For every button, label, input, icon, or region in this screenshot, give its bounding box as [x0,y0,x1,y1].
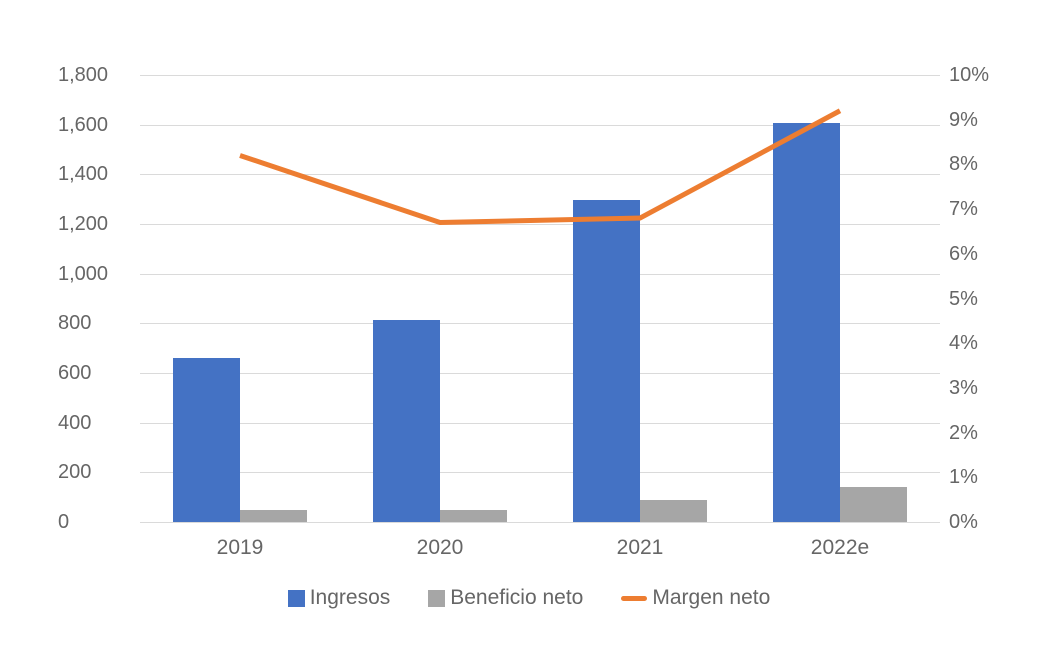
right-axis-tick-label: 0% [949,511,978,533]
legend-item-margen-neto: Margen neto [621,586,770,610]
left-axis-tick-label: 1,600 [58,113,109,136]
right-axis-tick-label: 7% [949,198,978,221]
legend-label-beneficio-neto: Beneficio neto [450,586,584,609]
bar-beneficio-neto-2022e [840,487,907,522]
gridline [140,323,940,325]
left-axis-tick-label: 800 [58,312,92,335]
right-axis-tick-label: 8% [949,153,978,176]
x-axis-label-2019: 2019 [216,536,264,559]
bar-beneficio-neto-2020 [440,509,507,522]
right-axis-tick-label: 6% [949,242,978,265]
gridline [140,273,940,275]
left-axis-tick-label: 600 [58,362,92,384]
left-axis-tick-label: 1,400 [58,163,109,186]
legend-label-ingresos: Ingresos [309,586,391,609]
gridline [140,124,940,126]
legend-item-ingresos: Ingresos [287,586,391,610]
left-axis-tick-label: 0 [58,511,70,533]
right-axis-tick-label: 3% [949,376,978,399]
left-axis-tick-label: 1,000 [58,262,109,285]
left-axis-tick-label: 200 [58,461,92,484]
left-axis-tick-label: 1,200 [58,213,109,235]
legend: Ingresos Beneficio neto Margen neto [0,586,1058,610]
left-axis-tick-label: 400 [58,411,92,434]
right-axis-tick-label: 9% [949,108,978,131]
gridline [140,224,940,225]
bar-ingresos-2020 [373,319,440,522]
legend-label-margen-neto: Margen neto [652,586,771,609]
gridline [140,422,940,424]
legend-swatch-ingresos-square-icon [287,589,305,607]
legend-swatch-margen-neto-line-icon [621,595,648,601]
bar-ingresos-2019 [173,358,240,522]
right-axis-tick-label: 4% [949,332,978,355]
legend-swatch-beneficio-neto-square-icon [428,589,446,607]
bar-ingresos-2021 [573,200,640,522]
plot-area [140,75,940,523]
gridline [140,522,940,523]
right-axis-tick-label: 2% [949,421,978,444]
right-axis-tick-label: 5% [949,287,978,310]
x-axis-label-2021: 2021 [616,536,664,559]
x-axis-label-2022e: 2022e [810,536,870,559]
bar-beneficio-neto-2021 [640,499,707,522]
legend-item-beneficio-neto: Beneficio neto [428,586,583,610]
gridline [140,174,940,176]
gridline [140,472,940,474]
right-axis-tick-label: 1% [949,466,978,489]
margen-neto-polyline [239,108,842,226]
bar-beneficio-neto-2019 [240,509,307,522]
left-axis-tick-label: 1,800 [58,64,109,86]
x-axis-label-2020: 2020 [416,536,464,559]
right-axis-tick-label: 10% [949,64,990,86]
bar-ingresos-2022e [773,123,840,522]
margen-neto-line [239,108,842,226]
gridline [140,373,940,374]
gridline [140,75,940,76]
